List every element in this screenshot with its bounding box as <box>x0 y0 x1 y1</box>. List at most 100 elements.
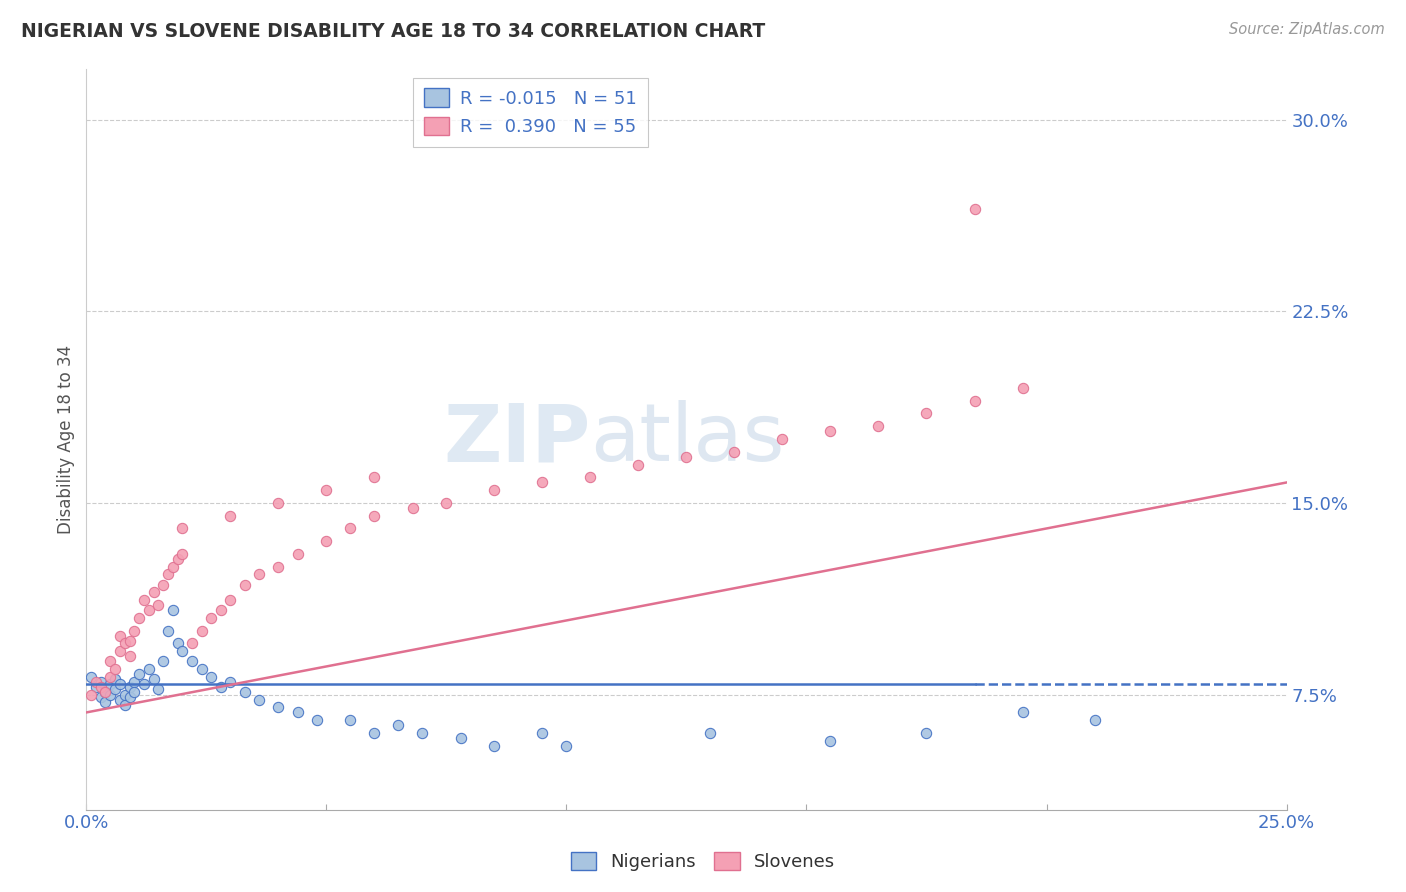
Point <box>190 662 212 676</box>
Point <box>363 726 385 740</box>
Point <box>104 672 127 686</box>
Point <box>156 624 179 638</box>
Point <box>209 680 232 694</box>
Point <box>148 598 170 612</box>
Point <box>315 483 337 497</box>
Point <box>868 419 890 434</box>
Point <box>180 636 202 650</box>
Point <box>287 547 309 561</box>
Point <box>287 706 309 720</box>
Point <box>180 654 202 668</box>
Point <box>108 629 131 643</box>
Point <box>219 593 242 607</box>
Point <box>84 680 107 694</box>
Point <box>219 508 242 523</box>
Point <box>627 458 650 472</box>
Point <box>90 680 112 694</box>
Point <box>1011 381 1033 395</box>
Point <box>1011 706 1033 720</box>
Point <box>315 534 337 549</box>
Point <box>114 698 136 712</box>
Point <box>98 670 121 684</box>
Point <box>118 649 141 664</box>
Point <box>132 593 155 607</box>
Point <box>450 731 472 745</box>
Point <box>267 559 290 574</box>
Point <box>132 677 155 691</box>
Point <box>305 713 328 727</box>
Point <box>114 636 136 650</box>
Point <box>915 726 938 740</box>
Point <box>723 445 745 459</box>
Point <box>200 611 222 625</box>
Point <box>108 692 131 706</box>
Text: NIGERIAN VS SLOVENE DISABILITY AGE 18 TO 34 CORRELATION CHART: NIGERIAN VS SLOVENE DISABILITY AGE 18 TO… <box>21 22 765 41</box>
Point <box>124 624 146 638</box>
Point <box>98 688 121 702</box>
Legend: R = -0.015   N = 51, R =  0.390   N = 55: R = -0.015 N = 51, R = 0.390 N = 55 <box>413 78 648 147</box>
Point <box>94 695 117 709</box>
Point <box>94 685 117 699</box>
Point <box>142 672 165 686</box>
Point <box>118 633 141 648</box>
Point <box>267 496 290 510</box>
Legend: Nigerians, Slovenes: Nigerians, Slovenes <box>564 845 842 879</box>
Point <box>84 674 107 689</box>
Point <box>152 577 174 591</box>
Point <box>148 682 170 697</box>
Point <box>142 585 165 599</box>
Point <box>156 567 179 582</box>
Point <box>98 654 121 668</box>
Point <box>98 677 121 691</box>
Point <box>1083 713 1105 727</box>
Point <box>80 670 103 684</box>
Point <box>363 470 385 484</box>
Point <box>387 718 409 732</box>
Point <box>339 521 361 535</box>
Point <box>555 739 578 753</box>
Point <box>699 726 721 740</box>
Point <box>820 425 842 439</box>
Point <box>190 624 212 638</box>
Point <box>108 677 131 691</box>
Point <box>118 680 141 694</box>
Text: ZIP: ZIP <box>443 400 591 478</box>
Point <box>90 674 112 689</box>
Point <box>114 688 136 702</box>
Point <box>963 393 986 408</box>
Point <box>162 603 184 617</box>
Point <box>108 644 131 658</box>
Point <box>233 577 256 591</box>
Point <box>118 690 141 705</box>
Point <box>94 685 117 699</box>
Point <box>209 603 232 617</box>
Point <box>172 521 194 535</box>
Point <box>172 644 194 658</box>
Point <box>172 547 194 561</box>
Point <box>200 670 222 684</box>
Point <box>247 567 270 582</box>
Point <box>363 508 385 523</box>
Point <box>138 603 160 617</box>
Point <box>484 483 506 497</box>
Point <box>124 674 146 689</box>
Point <box>138 662 160 676</box>
Point <box>162 559 184 574</box>
Point <box>128 667 150 681</box>
Point <box>152 654 174 668</box>
Point <box>219 674 242 689</box>
Point <box>531 726 554 740</box>
Point <box>247 692 270 706</box>
Point <box>675 450 697 464</box>
Point <box>339 713 361 727</box>
Point <box>166 636 188 650</box>
Point <box>484 739 506 753</box>
Point <box>531 475 554 490</box>
Point <box>820 733 842 747</box>
Point <box>579 470 602 484</box>
Point <box>772 432 794 446</box>
Point <box>128 611 150 625</box>
Point <box>90 690 112 705</box>
Y-axis label: Disability Age 18 to 34: Disability Age 18 to 34 <box>58 344 75 533</box>
Point <box>963 202 986 216</box>
